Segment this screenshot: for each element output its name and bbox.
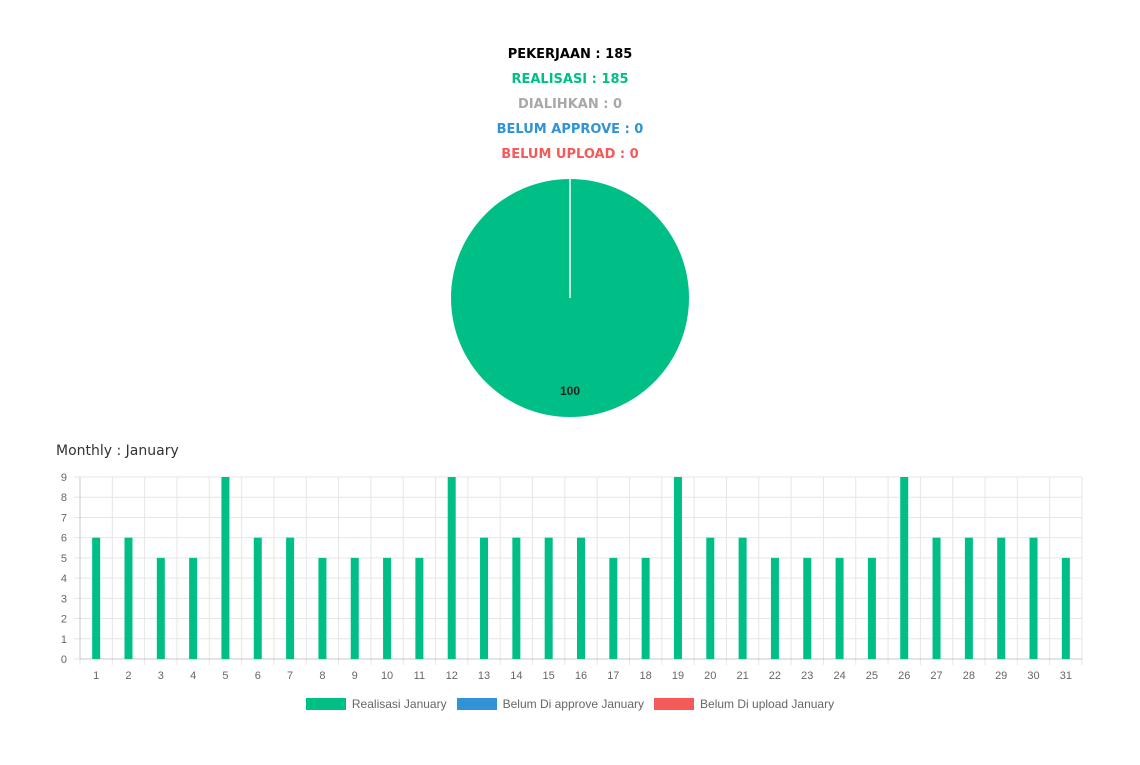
x-tick-label: 31 (1060, 670, 1072, 682)
bar-realisasi-day-25[interactable] (867, 557, 876, 659)
x-tick-label: 14 (510, 670, 522, 682)
legend-label: Realisasi January (351, 697, 447, 711)
x-tick-label: 6 (255, 670, 261, 682)
legend-label: Belum Di upload January (700, 697, 835, 711)
x-tick-label: 30 (1027, 670, 1039, 682)
bar-realisasi-day-2[interactable] (124, 537, 133, 659)
y-tick-label: 8 (61, 492, 67, 504)
x-tick-label: 1 (93, 670, 99, 682)
y-tick-label: 0 (61, 654, 67, 666)
bar-realisasi-day-16[interactable] (577, 537, 585, 659)
y-tick-label: 4 (61, 573, 67, 585)
bar-realisasi-day-8[interactable] (318, 557, 327, 659)
y-tick-label: 5 (61, 553, 67, 565)
bar-realisasi-day-29[interactable] (997, 537, 1006, 659)
x-tick-label: 23 (801, 670, 813, 682)
x-tick-label: 15 (543, 670, 555, 682)
bar-realisasi-day-24[interactable] (835, 557, 844, 659)
bar-realisasi-day-21[interactable] (738, 537, 747, 659)
belum-approve-total: BELUM APPROVE : 0 (496, 122, 644, 137)
monthly-chart-title: Monthly : January (56, 443, 179, 459)
y-tick-label: 1 (61, 634, 67, 646)
bar-realisasi-day-11[interactable] (415, 557, 424, 659)
bar-realisasi-day-26[interactable] (900, 477, 909, 659)
y-tick-label: 3 (61, 593, 67, 605)
bar-chart-legend: Realisasi January Belum Di approve Januar… (0, 697, 1140, 711)
bar-realisasi-day-5[interactable] (221, 477, 230, 659)
legend-item-belum-approve[interactable]: Belum Di approve January (456, 697, 645, 711)
bar-realisasi-day-20[interactable] (706, 537, 715, 659)
x-tick-label: 16 (575, 670, 587, 682)
x-tick-label: 5 (222, 670, 228, 682)
bar-realisasi-day-14[interactable] (512, 537, 521, 659)
pie-data-label: 100 (560, 384, 580, 398)
y-tick-label: 7 (61, 512, 67, 524)
x-tick-label: 24 (833, 670, 845, 682)
bar-realisasi-day-6[interactable] (253, 537, 262, 659)
x-tick-label: 27 (930, 670, 942, 682)
bar-realisasi-day-7[interactable] (286, 537, 295, 659)
summary-block: PEKERJAAN : 185 REALISASI : 185 DIALIHKA… (0, 42, 1140, 167)
x-tick-label: 8 (319, 670, 325, 682)
x-tick-label: 7 (287, 670, 293, 682)
bar-realisasi-day-22[interactable] (770, 557, 779, 659)
pekerjaan-total: PEKERJAAN : 185 (507, 47, 633, 62)
x-tick-label: 18 (640, 670, 652, 682)
legend-item-realisasi[interactable]: Realisasi January (305, 697, 447, 711)
realisasi-total: REALISASI : 185 (511, 72, 629, 87)
x-tick-label: 13 (478, 670, 490, 682)
bar-realisasi-day-31[interactable] (1061, 557, 1070, 659)
y-tick-label: 2 (61, 614, 67, 626)
x-tick-label: 10 (381, 670, 393, 682)
x-tick-label: 4 (190, 670, 196, 682)
pie-chart[interactable]: 100 (440, 172, 700, 424)
bar-realisasi-day-10[interactable] (383, 557, 392, 659)
belum-upload-total: BELUM UPLOAD : 0 (501, 147, 639, 162)
bar-realisasi-day-9[interactable] (350, 557, 359, 659)
bar-realisasi-day-30[interactable] (1029, 537, 1038, 659)
bar-realisasi-day-4[interactable] (189, 557, 198, 659)
x-tick-label: 17 (607, 670, 619, 682)
x-tick-label: 11 (414, 670, 425, 682)
x-tick-label: 9 (352, 670, 358, 682)
x-tick-label: 28 (963, 670, 975, 682)
bar-realisasi-day-19[interactable] (673, 477, 682, 659)
bar-realisasi-day-18[interactable] (641, 557, 650, 659)
bar-realisasi-day-1[interactable] (92, 537, 101, 659)
x-tick-label: 26 (898, 670, 910, 682)
bar-realisasi-day-13[interactable] (480, 537, 489, 659)
bar-realisasi-day-23[interactable] (803, 557, 812, 659)
x-tick-label: 19 (672, 670, 684, 682)
x-tick-label: 29 (995, 670, 1007, 682)
legend-swatch (305, 698, 346, 710)
x-tick-label: 20 (704, 670, 716, 682)
y-tick-label: 9 (61, 472, 67, 484)
bar-realisasi-day-15[interactable] (544, 537, 553, 659)
x-tick-label: 3 (158, 670, 164, 682)
bar-realisasi-day-28[interactable] (964, 537, 973, 659)
x-tick-label: 12 (446, 670, 458, 682)
x-tick-label: 21 (736, 670, 748, 682)
x-tick-label: 25 (866, 670, 878, 682)
bar-realisasi-day-12[interactable] (447, 477, 456, 659)
bar-realisasi-day-27[interactable] (932, 537, 941, 659)
bar-realisasi-day-3[interactable] (156, 557, 165, 659)
bar-realisasi-day-17[interactable] (609, 557, 618, 659)
x-tick-label: 22 (769, 670, 781, 682)
legend-item-belum-upload[interactable]: Belum Di upload January (654, 697, 834, 711)
y-tick-label: 6 (61, 533, 67, 545)
legend-swatch (456, 698, 497, 710)
x-tick-label: 2 (125, 670, 131, 682)
legend-swatch (654, 698, 695, 710)
dialihkan-total: DIALIHKAN : 0 (518, 97, 622, 112)
legend-label: Belum Di approve January (502, 697, 645, 711)
